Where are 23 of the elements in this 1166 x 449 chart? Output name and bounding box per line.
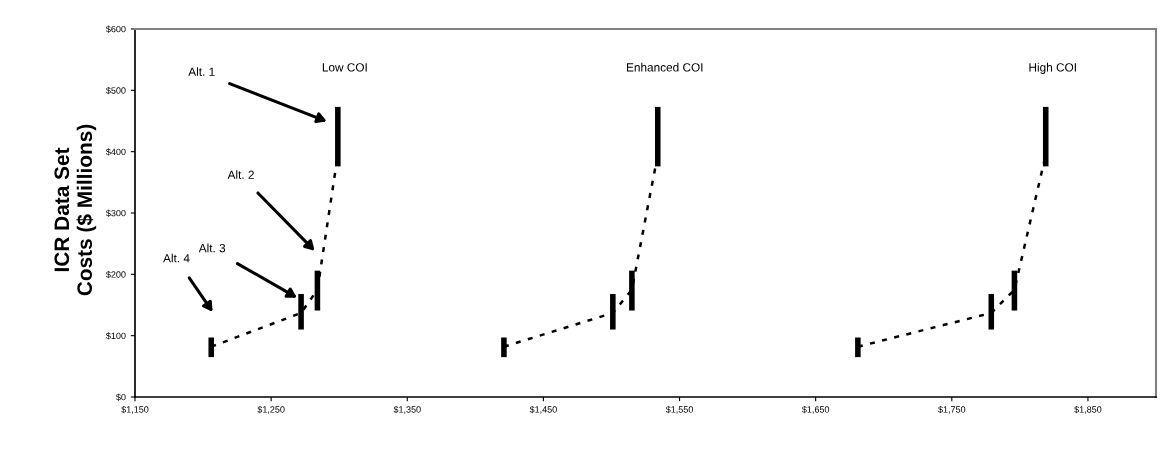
x-tick-label: $1,750 xyxy=(938,405,966,414)
annotation: Alt. 4 xyxy=(163,253,190,263)
y-tick-label: $400 xyxy=(105,148,126,156)
y-tick-label: $200 xyxy=(105,270,126,279)
y-axis-title: ICR Data Set Costs ($ Millions) xyxy=(54,124,97,296)
x-tick-label: $1,250 xyxy=(257,405,285,414)
x-tick-label: $1,650 xyxy=(801,405,830,414)
annotation: Alt. 3 xyxy=(198,243,226,253)
y-tick-label: $300 xyxy=(105,209,126,217)
annotation: Alt. 2 xyxy=(227,170,254,179)
y-tick-label: $600 xyxy=(105,25,126,33)
annotation: High COI xyxy=(1029,62,1076,74)
y-tick-label: $100 xyxy=(105,332,126,340)
x-tick-label: $1,450 xyxy=(529,405,557,414)
y-tick-label: $0 xyxy=(116,393,126,401)
x-tick-label: $1,150 xyxy=(121,405,149,414)
y-tick-label: $500 xyxy=(105,86,126,95)
annotation: Alt. 1 xyxy=(188,67,215,76)
x-tick-label: $1,850 xyxy=(1074,405,1102,414)
annotation: Low COI xyxy=(322,63,367,72)
x-tick-label: $1,550 xyxy=(665,405,693,414)
x-tick-label: $1,350 xyxy=(393,405,421,414)
annotation: Enhanced COI xyxy=(627,62,703,72)
